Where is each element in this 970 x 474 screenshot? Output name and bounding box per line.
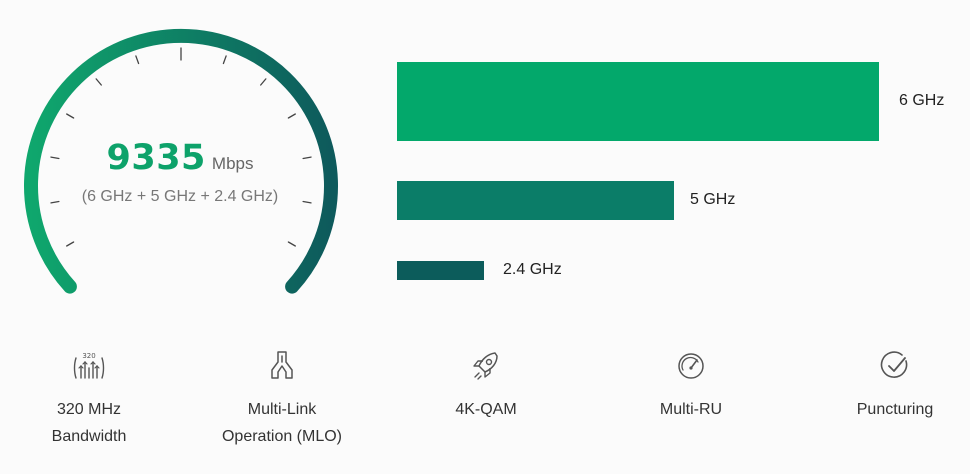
- feature-label-line: Operation (MLO): [221, 428, 343, 445]
- gauge-tick: [260, 78, 267, 86]
- band-bar-6ghz: [397, 62, 879, 141]
- feature-label-line: 4K-QAM: [455, 401, 517, 418]
- band-label-2-4ghz: 2.4 GHz: [503, 261, 562, 278]
- gauge-tick: [302, 200, 312, 204]
- feature-bandwidth: 320 320 MHz Bandwidth: [0, 348, 179, 450]
- feature-4k-qam: 4K-QAM: [396, 348, 576, 423]
- feature-puncturing: Puncturing: [805, 348, 970, 423]
- speedometer-icon: [678, 353, 704, 379]
- gauge-arc: [24, 28, 338, 294]
- band-label-5ghz: 5 GHz: [690, 191, 736, 208]
- gauge-tick: [287, 113, 296, 119]
- gauge-tick: [287, 241, 296, 247]
- gauge-tick: [95, 78, 102, 86]
- check-circle-icon: [880, 351, 908, 378]
- gauge-subtitle: (6 GHz + 5 GHz + 2.4 GHz): [81, 188, 279, 205]
- feature-multi-ru: Multi-RU: [601, 348, 781, 423]
- bandwidth-320-icon: 320: [73, 352, 105, 379]
- gauge-tick: [50, 156, 60, 160]
- feature-mlo: Multi-Link Operation (MLO): [192, 348, 372, 450]
- band-bar-2-4ghz: [397, 261, 484, 280]
- feature-label-line: Multi-Link: [247, 401, 317, 418]
- band-label-6ghz: 6 GHz: [899, 92, 945, 109]
- gauge-speed: 9335 Mbps: [0, 138, 360, 178]
- multi-link-icon: [271, 351, 293, 379]
- speed-gauge: 9335 Mbps (6 GHz + 5 GHz + 2.4 GHz): [0, 0, 360, 310]
- gauge-tick: [222, 55, 227, 65]
- gauge-value: 9335: [106, 138, 206, 178]
- gauge-ticks: [50, 47, 312, 247]
- gauge-unit: Mbps: [211, 154, 254, 173]
- feature-label-line: 320 MHz: [56, 401, 122, 418]
- rocket-icon: [473, 352, 498, 380]
- svg-text:320: 320: [82, 352, 95, 360]
- gauge-dial: [24, 28, 338, 294]
- gauge-tick: [135, 55, 140, 65]
- feature-label-line: Bandwidth: [51, 428, 127, 445]
- feature-label-line: Puncturing: [856, 401, 934, 418]
- gauge-tick: [302, 156, 312, 160]
- band-bar-5ghz: [397, 181, 674, 220]
- feature-label-line: Multi-RU: [659, 401, 723, 418]
- gauge-tick: [50, 200, 60, 204]
- gauge-tick: [66, 241, 75, 247]
- gauge-tick: [66, 113, 75, 119]
